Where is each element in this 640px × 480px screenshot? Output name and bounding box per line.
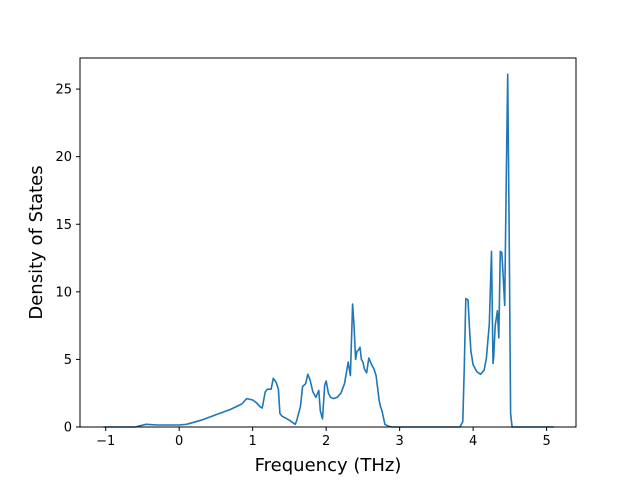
x-axis-ticks: −1 0 1 2 3 4 5 (96, 427, 551, 449)
x-tick-label: −1 (96, 434, 115, 449)
x-tick-label: 1 (249, 434, 257, 449)
y-tick-label: 25 (55, 83, 72, 98)
x-tick-label: 3 (396, 434, 404, 449)
y-tick-label: 20 (55, 150, 72, 165)
y-tick-label: 0 (64, 421, 72, 436)
x-tick-label: 2 (322, 434, 330, 449)
y-tick-label: 5 (64, 353, 72, 368)
x-tick-label: 4 (469, 434, 477, 449)
plot-area (79, 57, 577, 428)
y-tick-label: 15 (55, 218, 72, 233)
x-axis-label: Frequency (THz) (255, 455, 402, 476)
y-axis-ticks: 0 5 10 15 20 25 (55, 83, 80, 436)
series-line-0 (103, 73, 554, 428)
x-tick-label: 5 (542, 434, 550, 449)
x-tick-label: 0 (175, 434, 183, 449)
y-axis-label: Density of States (26, 165, 47, 319)
y-tick-label: 10 (55, 285, 72, 300)
plot-frame (79, 57, 577, 428)
